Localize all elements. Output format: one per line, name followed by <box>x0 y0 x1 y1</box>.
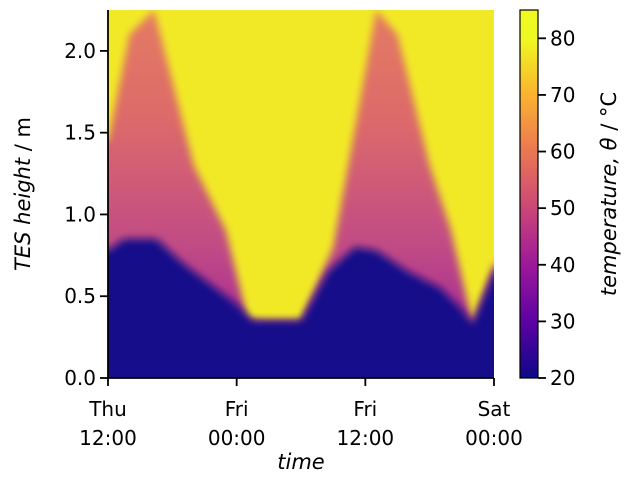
x-tick-label: 00:00 <box>208 426 266 450</box>
heatmap-cold-layer <box>108 239 494 378</box>
colorbar-tick-label: 20 <box>550 366 575 390</box>
x-tick-label: Thu <box>88 397 127 421</box>
x-tick-label: Fri <box>353 397 377 421</box>
heatmap-area <box>108 10 494 378</box>
colorbar <box>520 10 538 378</box>
y-axis-label-unit: / m <box>11 117 35 158</box>
colorbar-label-main: temperature, θ <box>597 137 621 296</box>
colorbar-tick-label: 50 <box>550 196 575 220</box>
y-tick-label: 1.0 <box>64 202 96 226</box>
y-tick-label: 1.5 <box>64 121 96 145</box>
x-tick-label: Sat <box>478 397 511 421</box>
y-tick-label: 2.0 <box>64 39 96 63</box>
colorbar-tick-label: 80 <box>550 26 575 50</box>
y-axis-label: TES height / m <box>11 117 35 271</box>
y-axis-label-main: TES height <box>11 157 35 271</box>
heatmap-hot-zone <box>108 10 494 324</box>
colorbar-label: temperature, θ / °C <box>597 92 621 296</box>
colorbar-tick-label: 60 <box>550 140 575 164</box>
colorbar-tick-label: 70 <box>550 83 575 107</box>
x-tick-label: 12:00 <box>337 426 395 450</box>
x-axis-label: time <box>277 450 324 474</box>
colorbar-frame <box>519 9 539 379</box>
colorbar-tick-label: 40 <box>550 253 575 277</box>
x-tick-label: 12:00 <box>79 426 137 450</box>
colorbar-label-unit: / °C <box>597 92 621 138</box>
y-tick-label: 0.0 <box>64 366 96 390</box>
colorbar-tick-label: 30 <box>550 309 575 333</box>
x-tick-label: 00:00 <box>465 426 523 450</box>
y-tick-label: 0.5 <box>64 284 96 308</box>
axes: 0.0 0.5 1.0 1.5 2.0 Thu 12:00 Fri 00:00 Fri 12:00 S… <box>64 10 523 450</box>
x-tick-label: Fri <box>225 397 249 421</box>
colorbar-ticks: 20 30 40 50 60 70 80 <box>538 26 575 390</box>
